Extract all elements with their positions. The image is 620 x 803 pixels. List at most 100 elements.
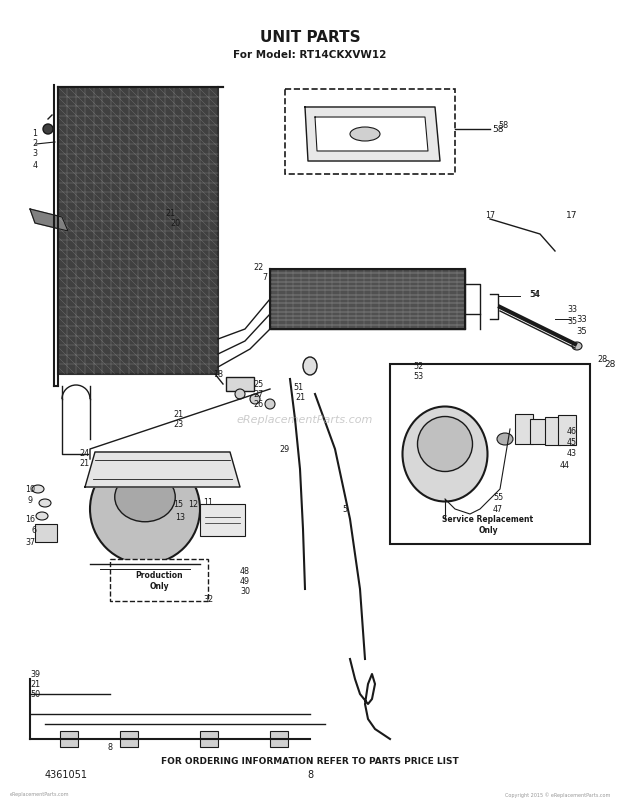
Text: 33: 33 — [577, 315, 587, 324]
Text: 22: 22 — [253, 263, 263, 272]
Text: 3: 3 — [32, 149, 37, 157]
Text: 27: 27 — [253, 390, 263, 399]
Text: 4: 4 — [32, 161, 37, 169]
Text: 51: 51 — [293, 383, 303, 392]
Bar — [120, 731, 138, 747]
Text: 29: 29 — [280, 445, 290, 454]
Text: 25: 25 — [253, 380, 263, 389]
Text: 54: 54 — [529, 290, 540, 300]
Text: 48: 48 — [240, 567, 250, 576]
Bar — [226, 377, 254, 392]
Text: 1: 1 — [32, 128, 37, 137]
Circle shape — [265, 400, 275, 410]
Text: 11: 11 — [203, 498, 213, 507]
Bar — [285, 90, 455, 175]
Polygon shape — [30, 210, 68, 232]
Ellipse shape — [402, 407, 487, 502]
Text: 49: 49 — [240, 577, 250, 585]
Text: 16: 16 — [25, 515, 35, 524]
Text: 55: 55 — [493, 493, 503, 502]
Bar — [60, 731, 78, 747]
Circle shape — [250, 394, 260, 405]
Text: 8: 8 — [107, 743, 112, 752]
Ellipse shape — [497, 434, 513, 446]
Text: 47: 47 — [493, 505, 503, 514]
Text: Production
Only: Production Only — [135, 571, 183, 590]
Text: 53: 53 — [413, 372, 423, 381]
Text: 7: 7 — [262, 273, 268, 282]
Text: 39: 39 — [30, 670, 40, 679]
Ellipse shape — [572, 343, 582, 351]
Text: 35: 35 — [577, 327, 587, 336]
Text: Service Replacement
Only: Service Replacement Only — [443, 515, 534, 534]
Bar — [110, 560, 208, 601]
Bar — [390, 365, 590, 544]
Text: 21: 21 — [79, 459, 89, 468]
Ellipse shape — [90, 454, 200, 565]
Ellipse shape — [39, 499, 51, 507]
Text: 13: 13 — [175, 513, 185, 522]
Text: 24: 24 — [79, 449, 89, 458]
Text: 21: 21 — [165, 208, 175, 218]
Bar — [58, 88, 218, 374]
Text: 44: 44 — [560, 461, 570, 470]
Text: eReplacementParts.com: eReplacementParts.com — [237, 414, 373, 425]
Bar — [35, 524, 57, 542]
Text: 9: 9 — [27, 496, 33, 505]
Text: 28: 28 — [604, 360, 616, 369]
Bar — [558, 415, 576, 446]
Polygon shape — [315, 118, 428, 152]
Text: 58: 58 — [492, 125, 503, 134]
Text: 21: 21 — [295, 393, 305, 402]
Text: FOR ORDERING INFORMATION REFER TO PARTS PRICE LIST: FOR ORDERING INFORMATION REFER TO PARTS … — [161, 756, 459, 765]
Text: 17: 17 — [566, 211, 578, 220]
Text: 23: 23 — [173, 420, 183, 429]
Text: 37: 37 — [25, 538, 35, 547]
Bar — [270, 731, 288, 747]
Text: 33: 33 — [567, 305, 577, 314]
Text: 2: 2 — [32, 138, 38, 147]
Text: 54: 54 — [530, 290, 540, 300]
Text: 35: 35 — [567, 317, 577, 326]
Ellipse shape — [43, 124, 53, 135]
Text: 52: 52 — [413, 362, 423, 371]
Ellipse shape — [36, 512, 48, 520]
Text: 5: 5 — [342, 505, 348, 514]
Ellipse shape — [303, 357, 317, 376]
Text: 43: 43 — [567, 449, 577, 458]
Text: 45: 45 — [567, 438, 577, 447]
Text: 50: 50 — [30, 690, 40, 699]
Text: 17: 17 — [485, 210, 495, 219]
Text: UNIT PARTS: UNIT PARTS — [260, 31, 360, 46]
Bar — [200, 504, 245, 536]
Bar — [530, 419, 552, 444]
Text: 18: 18 — [213, 370, 223, 379]
Ellipse shape — [32, 485, 44, 493]
Ellipse shape — [417, 417, 472, 472]
Text: 30: 30 — [240, 587, 250, 596]
Polygon shape — [305, 108, 440, 161]
Text: Copyright 2015 © eReplacementParts.com: Copyright 2015 © eReplacementParts.com — [505, 791, 610, 797]
Text: 20: 20 — [170, 218, 180, 227]
Text: 12: 12 — [188, 500, 198, 509]
Text: 26: 26 — [253, 400, 263, 409]
Text: 15: 15 — [173, 500, 183, 509]
Bar — [545, 418, 560, 446]
Bar — [270, 270, 465, 329]
Text: 58: 58 — [498, 120, 508, 129]
Text: 21: 21 — [173, 410, 183, 419]
Ellipse shape — [115, 473, 175, 522]
Text: 4361051: 4361051 — [45, 769, 88, 779]
Text: 28: 28 — [597, 355, 607, 364]
Text: For Model: RT14CKXVW12: For Model: RT14CKXVW12 — [233, 50, 387, 60]
Text: eReplacementParts.com: eReplacementParts.com — [10, 792, 69, 797]
Text: 8: 8 — [307, 769, 313, 779]
Polygon shape — [85, 452, 240, 487]
Circle shape — [235, 389, 245, 400]
Bar — [200, 731, 218, 747]
Text: 21: 21 — [30, 679, 40, 689]
Text: 32: 32 — [203, 595, 213, 604]
Bar — [515, 414, 533, 444]
Text: 6: 6 — [32, 526, 37, 535]
Ellipse shape — [350, 128, 380, 142]
